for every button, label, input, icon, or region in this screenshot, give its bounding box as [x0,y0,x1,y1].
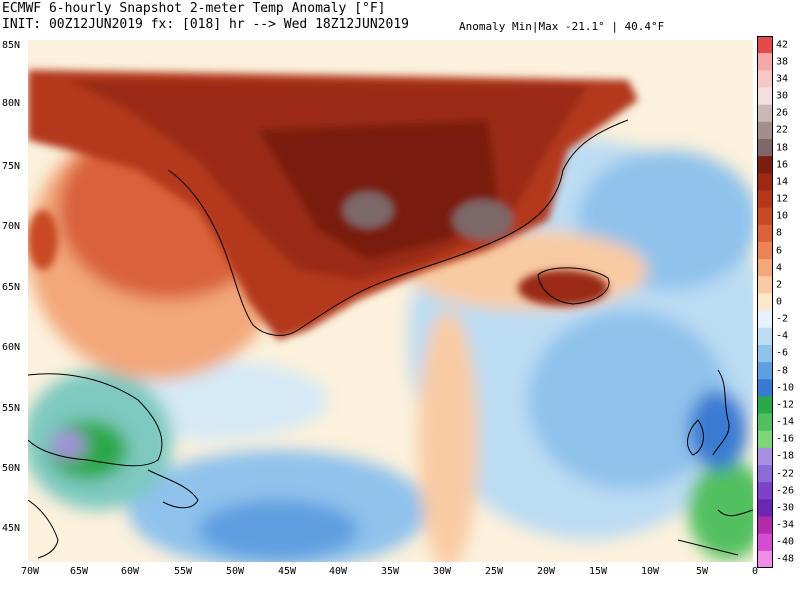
colorbar-swatch [757,241,773,260]
map-init-line: INIT: 00Z12JUN2019 fx: [018] hr --> Wed … [2,17,409,32]
lon-label-40w: 40W [328,566,348,577]
colorbar-label: -8 [776,365,789,377]
colorbar-swatch [757,344,773,363]
colorbar-swatch [757,499,773,518]
colorbar-label: 18 [776,142,789,154]
lat-label-80n: 80N [2,98,21,109]
lon-label-45w: 45W [277,566,297,577]
colorbar-label: -4 [776,330,789,342]
colorbar-label: 14 [776,176,789,188]
colorbar-swatch [757,36,773,54]
colorbar-label: -30 [776,502,795,514]
colorbar-swatch [757,533,773,552]
colorbar-swatch [757,362,773,380]
lon-label-65w: 65W [69,566,89,577]
lat-label-55n: 55N [2,403,21,414]
colorbar-label: -12 [776,399,795,411]
colorbar-label: -22 [776,468,795,480]
lon-label-20w: 20W [536,566,556,577]
colorbar-swatch [757,156,773,174]
colorbar-label: -10 [776,382,795,394]
colorbar-label: 12 [776,193,789,205]
colorbar-swatch [757,87,773,106]
colorbar-swatch [757,327,773,346]
colorbar-swatch [757,550,773,568]
colorbar-label: 22 [776,124,789,136]
colorbar-label: 8 [776,227,783,239]
colorbar-swatch [757,224,773,243]
colorbar-label: -26 [776,485,795,497]
colorbar-swatch [757,293,773,312]
lon-label-30w: 30W [432,566,452,577]
colorbar [757,36,773,568]
temperature-anomaly-map [28,40,753,562]
colorbar-swatch [757,104,773,123]
colorbar-swatch [757,190,773,209]
colorbar-swatch [757,447,773,466]
lon-label-10w: 10W [640,566,660,577]
colorbar-label: -2 [776,313,789,325]
lon-label-15w: 15W [588,566,608,577]
colorbar-swatch [757,516,773,535]
colorbar-label: 30 [776,90,789,102]
lon-label-35w: 35W [380,566,400,577]
colorbar-label: -40 [776,536,795,548]
colorbar-swatch [757,310,773,329]
colorbar-swatch [757,413,773,432]
lon-label-50w: 50W [225,566,245,577]
colorbar-swatch [757,173,773,191]
colorbar-swatch [757,379,773,397]
colorbar-label: 2 [776,279,783,291]
colorbar-swatch [757,482,773,500]
colorbar-label: 10 [776,210,789,222]
colorbar-label: 0 [776,296,783,308]
colorbar-label: -48 [776,553,795,565]
colorbar-swatch [757,276,773,294]
lat-label-85n: 85N [2,40,21,51]
colorbar-label: -6 [776,347,789,359]
anomaly-min-max: Anomaly Min|Max -21.1° | 40.4°F [459,20,665,33]
colorbar-label: 42 [776,39,789,51]
lon-label-70w: 70W [20,566,40,577]
lat-label-60n: 60N [2,342,21,353]
lat-label-45n: 45N [2,523,21,534]
lon-label-60w: 60W [120,566,140,577]
colorbar-label: 26 [776,107,789,119]
colorbar-label: 6 [776,245,783,257]
colorbar-label: -16 [776,433,795,445]
colorbar-swatch [757,259,773,277]
map-title: ECMWF 6-hourly Snapshot 2-meter Temp Ano… [2,1,386,16]
colorbar-swatch [757,465,773,483]
colorbar-swatch [757,396,773,415]
colorbar-label: -34 [776,519,795,531]
lon-label-55w: 55W [173,566,193,577]
coastlines [28,119,753,559]
colorbar-swatch [757,430,773,449]
lat-label-50n: 50N [2,463,21,474]
colorbar-label: -14 [776,416,795,428]
lat-label-70n: 70N [2,221,21,232]
colorbar-label: 38 [776,56,789,68]
colorbar-swatch [757,70,773,88]
colorbar-label: 34 [776,73,789,85]
colorbar-swatch [757,121,773,140]
colorbar-label: -18 [776,450,795,462]
lat-label-65n: 65N [2,282,21,293]
lon-label-0: 0 [751,566,759,577]
lon-label-5w: 5W [695,566,709,577]
colorbar-label: 16 [776,159,789,171]
colorbar-swatch [757,138,773,157]
colorbar-swatch [757,207,773,226]
lat-label-75n: 75N [2,161,21,172]
colorbar-label: 4 [776,262,783,274]
colorbar-swatch [757,53,773,71]
lon-label-25w: 25W [484,566,504,577]
